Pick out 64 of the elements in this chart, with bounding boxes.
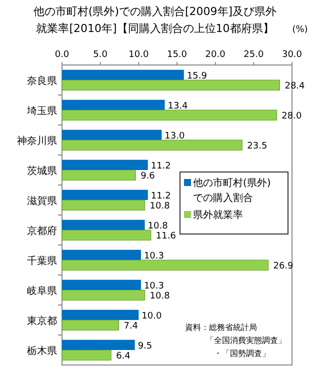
data-label: 13.4 <box>168 101 188 112</box>
data-label: 28.4 <box>284 82 306 92</box>
x-tick-label: 10.0 <box>128 50 149 60</box>
bar <box>62 310 139 320</box>
bar <box>62 340 135 350</box>
x-tick-label: 5.0 <box>93 50 108 60</box>
data-label: 23.5 <box>247 142 268 152</box>
x-tick-label: 0.0 <box>54 50 70 60</box>
bar <box>62 260 268 270</box>
data-label: 10.0 <box>142 311 162 322</box>
data-label: 11.6 <box>156 232 176 242</box>
bar <box>62 80 280 90</box>
bar <box>62 280 141 290</box>
bar <box>62 220 145 230</box>
data-label: 10.8 <box>150 292 170 302</box>
legend-label: 他の市町村(県外) での購入割合 <box>193 177 271 204</box>
annotation: ・「国勢調査」 <box>214 349 270 358</box>
data-label: 10.8 <box>148 221 168 232</box>
data-label: 28.0 <box>282 112 302 122</box>
x-axis-title: (%) <box>292 25 308 35</box>
x-tick-label: 15.0 <box>166 50 188 60</box>
y-tick-label: 奈良県 <box>27 75 57 87</box>
annotation: 「全国消費実態調査」 <box>206 336 286 345</box>
data-label: 10.3 <box>144 281 164 292</box>
y-tick-label: 神奈川県 <box>17 135 57 147</box>
y-tick-label: 千葉県 <box>27 255 57 267</box>
data-label: 7.4 <box>124 322 138 332</box>
bar <box>62 320 119 330</box>
chart-title: 他の市町村(県外)での購入割合[2009年]及び県外就業率[2010年]【同購入割合の上位10都府県】 <box>33 5 277 35</box>
x-tick-label: 20.0 <box>205 50 226 60</box>
annotation: 資料：総務省統計局 <box>185 323 257 332</box>
data-label: 26.9 <box>273 262 294 272</box>
data-label: 11.2 <box>150 161 171 172</box>
bar <box>62 70 184 80</box>
data-label: 6.4 <box>116 352 131 362</box>
y-tick-label: 京都府 <box>27 225 57 237</box>
y-tick-label: 栃木県 <box>27 345 57 357</box>
data-label: 9.6 <box>140 172 156 182</box>
bar <box>62 160 148 170</box>
bar <box>62 110 277 120</box>
bar <box>62 230 152 240</box>
data-label: 10.8 <box>150 202 170 212</box>
data-label: 11.2 <box>150 191 171 202</box>
data-label: 10.3 <box>144 251 164 262</box>
y-tick-label: 茨城県 <box>27 165 57 177</box>
bar <box>62 170 136 180</box>
bar <box>62 200 146 210</box>
legend-label: 県外就業率 <box>193 209 243 221</box>
x-tick-label: 25.0 <box>244 50 264 60</box>
bar <box>62 140 242 150</box>
y-tick-label: 岐阜県 <box>27 285 57 297</box>
bar <box>62 290 146 300</box>
x-tick-label: 30.0 <box>282 50 302 60</box>
bar <box>62 250 141 260</box>
bar <box>62 130 162 140</box>
y-tick-label: 滋賀県 <box>27 195 57 207</box>
y-tick-label: 東京都 <box>27 315 57 327</box>
bar <box>62 350 112 360</box>
data-label: 13.0 <box>164 131 185 142</box>
bar <box>62 100 165 110</box>
data-label: 15.9 <box>186 71 208 82</box>
y-tick-label: 埼玉県 <box>26 105 57 117</box>
bar <box>62 190 148 200</box>
data-label: 9.5 <box>138 341 152 352</box>
